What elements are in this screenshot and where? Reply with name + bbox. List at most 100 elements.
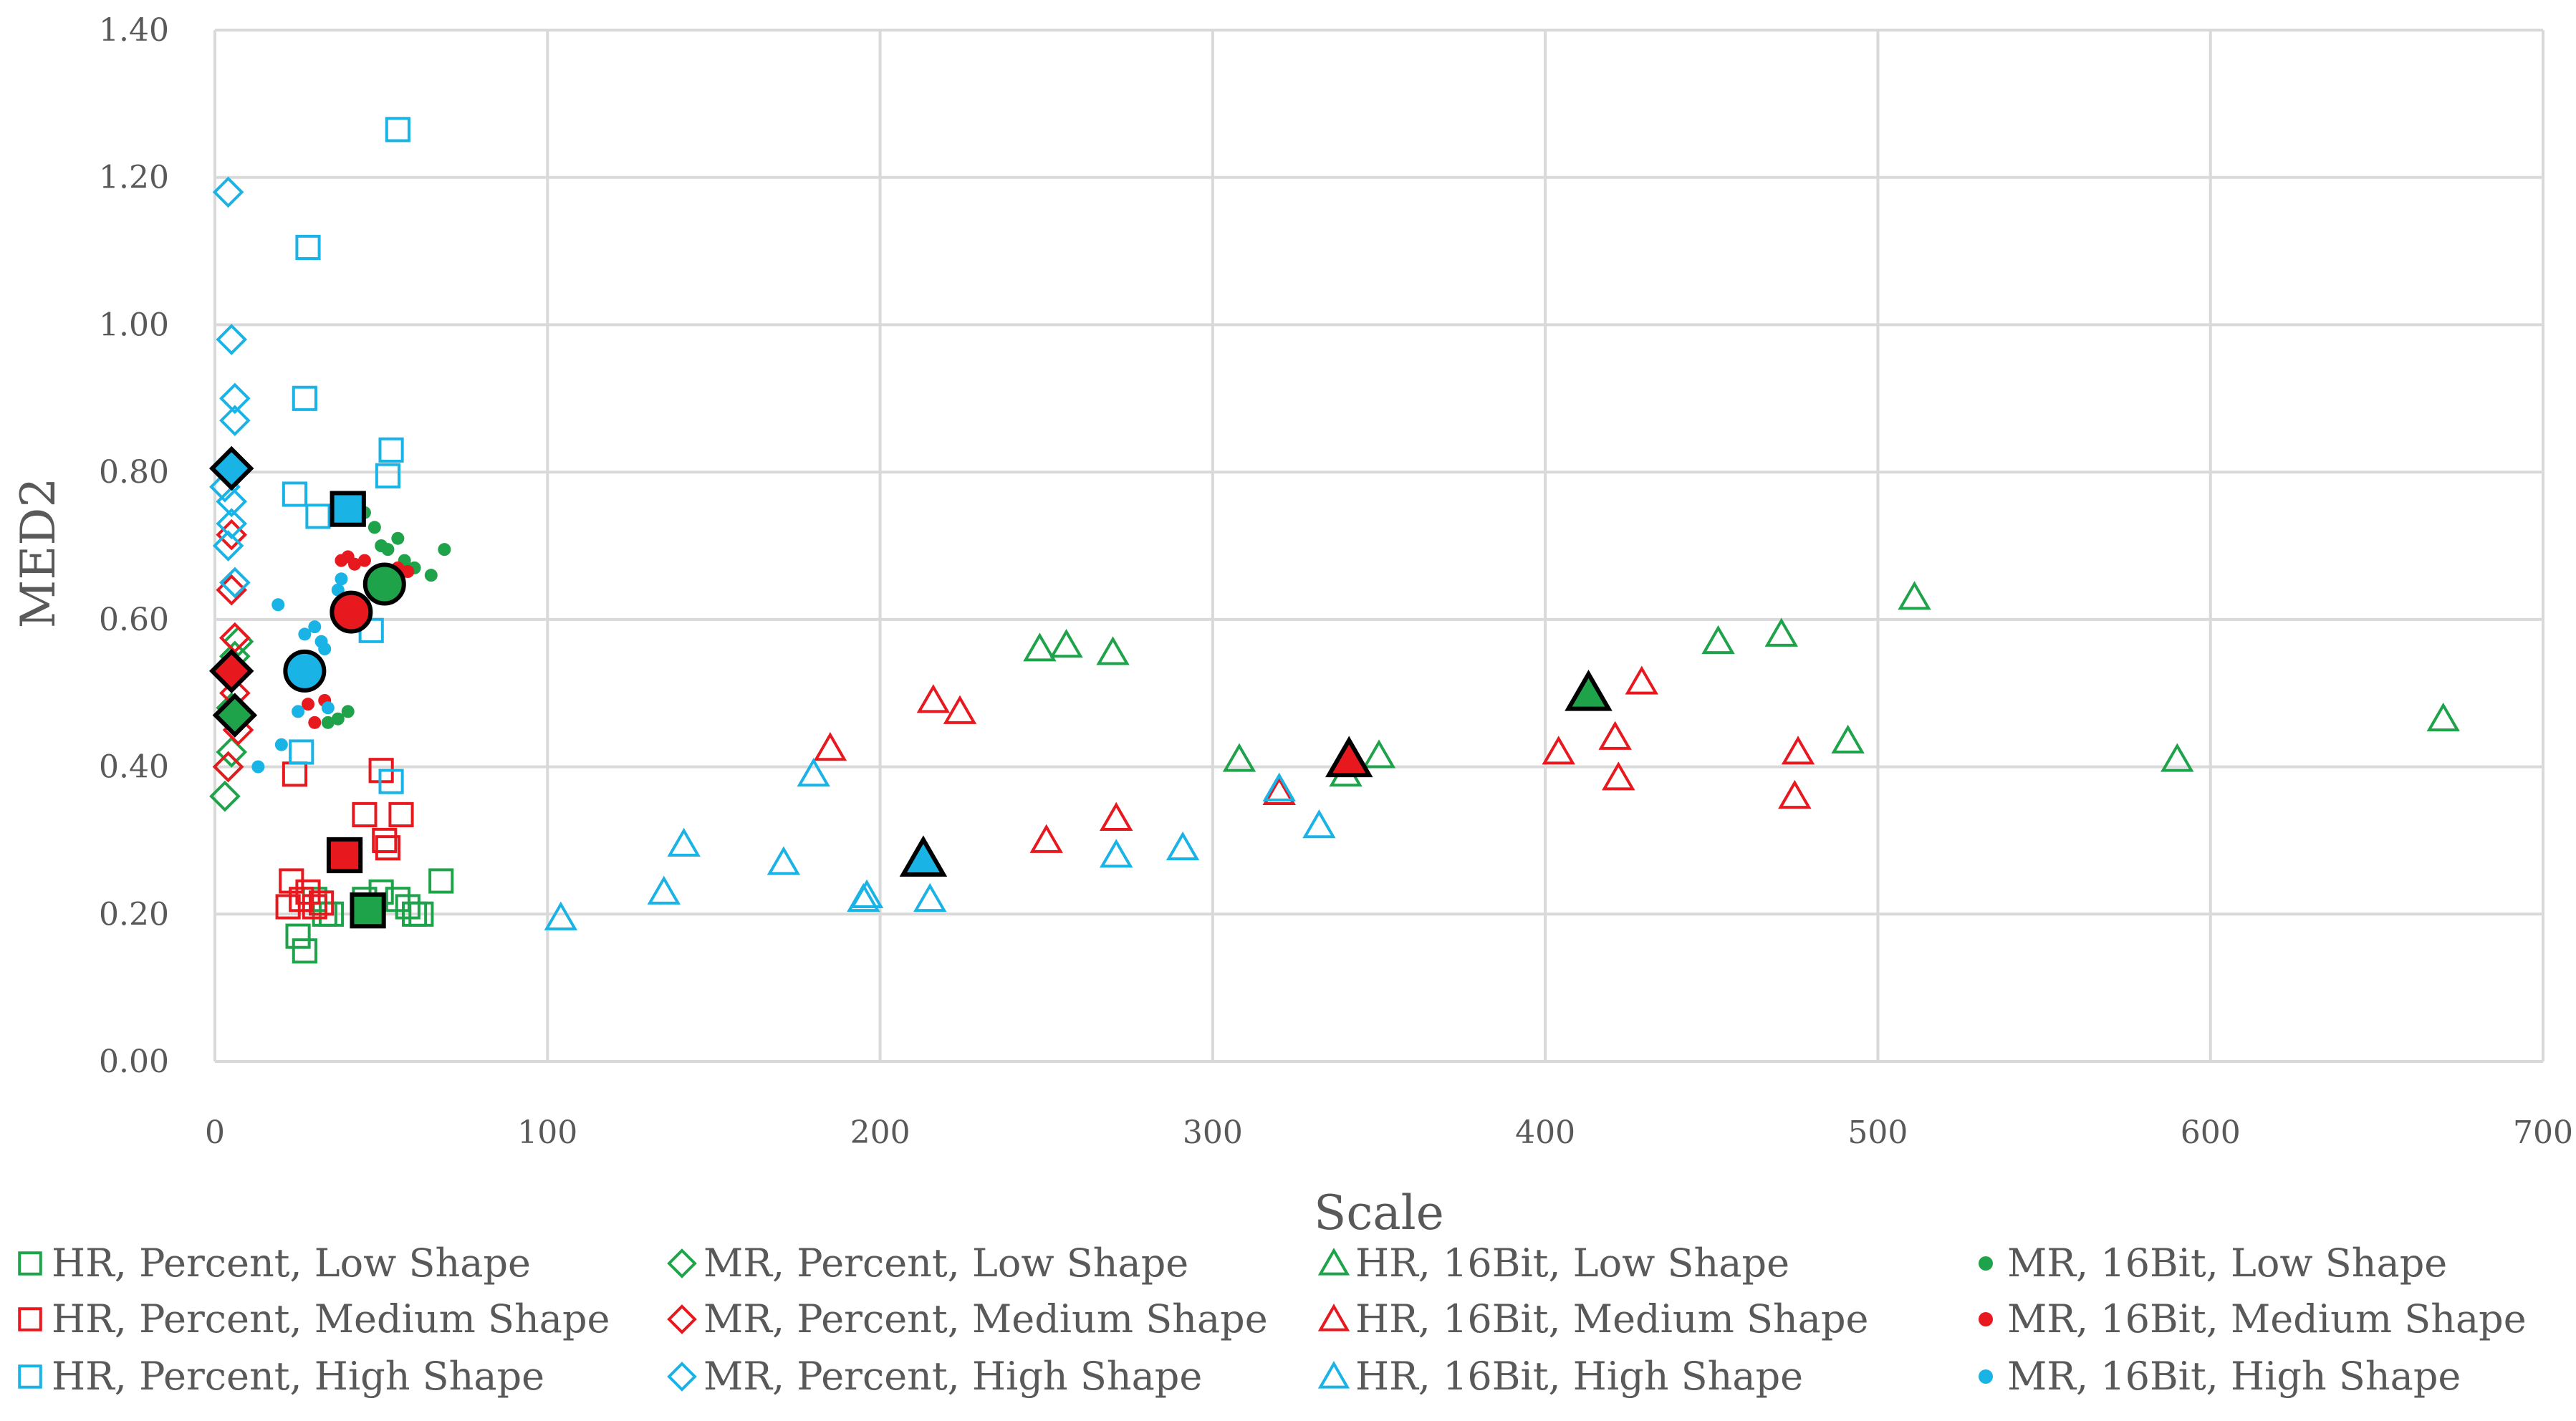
data-point xyxy=(275,894,301,920)
data-point xyxy=(375,463,401,488)
mean-point xyxy=(330,491,366,527)
data-point xyxy=(321,716,335,729)
data-point xyxy=(372,827,398,854)
data-point xyxy=(219,382,251,415)
x-tick-label: 400 xyxy=(1515,1114,1575,1151)
data-point xyxy=(292,385,317,411)
legend-marker xyxy=(1317,1304,1350,1331)
y-tick-label: 1.40 xyxy=(99,12,169,49)
data-point xyxy=(2161,743,2194,772)
data-point xyxy=(305,504,331,529)
legend-marker xyxy=(1979,1312,1993,1326)
data-point xyxy=(1096,636,1130,665)
data-point xyxy=(813,732,847,761)
mean-point xyxy=(326,837,363,874)
data-point xyxy=(1222,743,1256,772)
legend-label: HR, 16Bit, Low Shape xyxy=(1355,1241,1789,1286)
data-point xyxy=(424,569,438,582)
data-point xyxy=(438,543,451,557)
data-point xyxy=(1099,801,1133,831)
data-point xyxy=(1029,824,1063,853)
data-point xyxy=(357,554,371,567)
data-point xyxy=(308,620,322,634)
y-tick-label: 0.60 xyxy=(99,602,169,638)
data-point xyxy=(428,868,454,894)
grid-lines xyxy=(215,29,2544,1061)
mean-point xyxy=(330,590,373,634)
legend-label: HR, Percent, Low Shape xyxy=(52,1241,531,1286)
legend-marker xyxy=(1317,1361,1350,1389)
data-point xyxy=(1542,736,1575,765)
axes xyxy=(213,30,2543,1063)
data-point xyxy=(318,642,332,655)
data-point xyxy=(1831,724,1865,753)
mean-point xyxy=(1565,669,1613,711)
data-point xyxy=(388,801,414,828)
data-point xyxy=(1302,809,1336,839)
data-point xyxy=(381,543,395,557)
x-tick-label: 100 xyxy=(517,1114,577,1151)
x-tick-label: 600 xyxy=(2181,1114,2241,1151)
data-point xyxy=(1598,721,1632,750)
data-point xyxy=(274,738,288,751)
data-point xyxy=(219,405,251,436)
legend-marker xyxy=(1979,1256,1993,1271)
legend-label: HR, Percent, High Shape xyxy=(52,1354,544,1399)
data-point xyxy=(321,701,335,715)
data-point xyxy=(1701,625,1735,655)
x-tick-label: 500 xyxy=(1847,1114,1908,1151)
data-point xyxy=(375,835,401,861)
data-point xyxy=(378,437,404,463)
y-tick-label: 0.00 xyxy=(99,1044,169,1080)
data-point xyxy=(1602,761,1635,791)
mean-point xyxy=(1325,736,1373,778)
data-point xyxy=(348,557,361,571)
data-point xyxy=(1262,772,1296,801)
data-point xyxy=(271,598,285,612)
y-tick-label: 1.00 xyxy=(99,307,169,343)
legend-label: MR, 16Bit, High Shape xyxy=(2007,1354,2461,1399)
legend-marker xyxy=(667,1248,697,1278)
data-point xyxy=(212,176,244,208)
data-point xyxy=(647,875,681,905)
data-point xyxy=(1781,736,1815,765)
data-point xyxy=(1262,776,1296,805)
y-tick-label: 1.20 xyxy=(99,160,169,196)
data-point xyxy=(1099,839,1133,868)
data-point xyxy=(408,901,434,927)
data-point xyxy=(295,234,321,261)
legend-label: MR, Percent, Medium Shape xyxy=(703,1296,1268,1341)
data-point xyxy=(219,567,251,599)
data-point xyxy=(216,736,248,768)
legend-marker xyxy=(18,1364,42,1389)
data-point xyxy=(1898,581,1931,610)
mean-point xyxy=(283,649,327,693)
legend-marker xyxy=(667,1304,697,1334)
legend-marker xyxy=(1317,1248,1350,1276)
data-point xyxy=(216,508,248,539)
data-point xyxy=(2426,702,2460,732)
data-point xyxy=(308,890,335,916)
data-point xyxy=(302,894,327,920)
y-axis-title: MED2 xyxy=(11,478,66,629)
data-point xyxy=(1362,739,1396,769)
data-point xyxy=(341,705,355,718)
data-point xyxy=(1166,831,1200,861)
data-point xyxy=(209,780,241,812)
data-point xyxy=(285,923,311,949)
data-point xyxy=(289,739,314,765)
y-tick-label: 0.40 xyxy=(99,749,169,786)
data-point xyxy=(850,879,884,908)
data-point xyxy=(335,572,348,586)
data-point xyxy=(1778,779,1812,809)
data-point xyxy=(352,801,378,828)
legend-marker xyxy=(667,1362,697,1392)
data-point xyxy=(331,712,345,726)
mean-point xyxy=(350,892,386,929)
legend-label: HR, 16Bit, High Shape xyxy=(1355,1354,1803,1399)
data-point xyxy=(1023,632,1057,662)
legend-label: MR, 16Bit, Medium Shape xyxy=(2007,1296,2527,1341)
x-tick-label: 700 xyxy=(2513,1114,2573,1151)
data-point xyxy=(766,846,801,875)
